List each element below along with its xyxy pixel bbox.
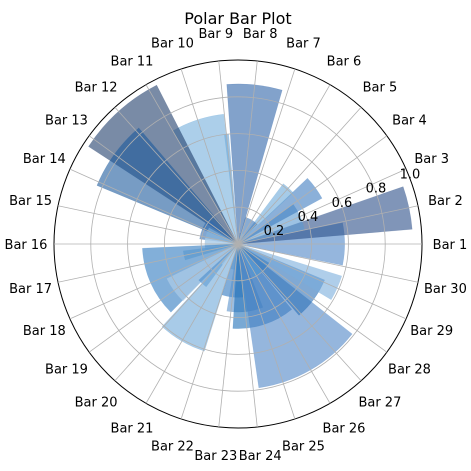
category-label: Bar 29 xyxy=(410,324,453,339)
category-label: Bar 5 xyxy=(363,81,398,96)
category-label: Bar 15 xyxy=(9,194,52,209)
grid-spoke-8 xyxy=(237,60,258,245)
category-label: Bar 1 xyxy=(433,238,468,253)
grid-spoke-28 xyxy=(237,243,388,353)
category-label: Bar 14 xyxy=(23,152,66,167)
category-label: Bar 9 xyxy=(198,27,233,42)
grid-spoke-15 xyxy=(57,205,239,245)
category-label: Bar 24 xyxy=(239,449,282,464)
chart-title: Polar Bar Plot xyxy=(184,9,291,28)
category-label: Bar 3 xyxy=(414,152,449,167)
category-label: Bar 17 xyxy=(9,282,52,297)
grid-spoke-4 xyxy=(237,135,388,245)
grid-spoke-17 xyxy=(57,243,239,283)
category-label: Bar 22 xyxy=(151,440,194,455)
grid-spoke-24 xyxy=(237,243,258,428)
category-label: Bar 26 xyxy=(323,422,366,437)
category-label: Bar 16 xyxy=(5,238,48,253)
category-label: Bar 23 xyxy=(194,449,237,464)
category-label: Bar 18 xyxy=(23,324,66,339)
category-label: Bar 28 xyxy=(388,363,431,378)
labels-layer: 0.2 0.4 0.6 0.8 1.0 Bar 1 Bar 2 Bar 3 Bar 4 Bar 5… xyxy=(5,27,468,464)
category-label: Bar 20 xyxy=(75,396,118,411)
grid-spoke-21 xyxy=(145,243,239,404)
grid-layer xyxy=(53,59,423,429)
category-label: Bar 25 xyxy=(282,440,325,455)
category-label: Bar 19 xyxy=(45,363,88,378)
radial-tick-label: 0.8 xyxy=(366,182,387,197)
category-label: Bar 4 xyxy=(392,113,427,128)
category-label: Bar 2 xyxy=(428,194,463,209)
grid-spoke-9 xyxy=(218,60,239,245)
radial-tick-label: 0.6 xyxy=(332,196,353,211)
grid-spoke-7 xyxy=(237,68,296,245)
grid-spoke-25 xyxy=(237,243,296,420)
grid-spoke-27 xyxy=(237,243,362,382)
grid-spoke-2 xyxy=(237,205,419,245)
grid-spoke-19 xyxy=(88,243,239,353)
grid-spoke-14 xyxy=(69,168,239,245)
category-label: Bar 6 xyxy=(327,54,362,69)
grid-spoke-10 xyxy=(180,68,239,245)
grid-spoke-5 xyxy=(237,106,362,245)
grid-spoke-23 xyxy=(218,243,239,428)
grid-spoke-22 xyxy=(180,243,239,420)
grid-spoke-11 xyxy=(145,84,239,245)
grid-spoke-29 xyxy=(237,243,407,320)
category-label: Bar 8 xyxy=(243,27,278,42)
category-label: Bar 11 xyxy=(111,54,154,69)
grid-spoke-12 xyxy=(114,106,239,245)
grid-spoke-18 xyxy=(69,243,239,320)
radial-tick-label: 1.0 xyxy=(400,168,421,183)
category-label: Bar 10 xyxy=(151,36,194,51)
radial-tick-label: 0.2 xyxy=(264,224,285,239)
category-label: Bar 27 xyxy=(358,396,401,411)
radial-tick-label: 0.4 xyxy=(298,210,319,225)
grid-spoke-13 xyxy=(88,135,239,245)
grid-spoke-30 xyxy=(237,243,419,283)
grid-spoke-26 xyxy=(237,243,331,404)
grid-spoke-20 xyxy=(114,243,239,382)
category-label: Bar 13 xyxy=(45,113,88,128)
category-label: Bar 12 xyxy=(75,81,118,96)
category-label: Bar 21 xyxy=(111,422,154,437)
bars-layer xyxy=(88,83,413,389)
grid-spoke-6 xyxy=(237,84,331,245)
grid-spoke-3 xyxy=(237,168,407,245)
category-label: Bar 7 xyxy=(286,36,321,51)
category-label: Bar 30 xyxy=(424,282,467,297)
